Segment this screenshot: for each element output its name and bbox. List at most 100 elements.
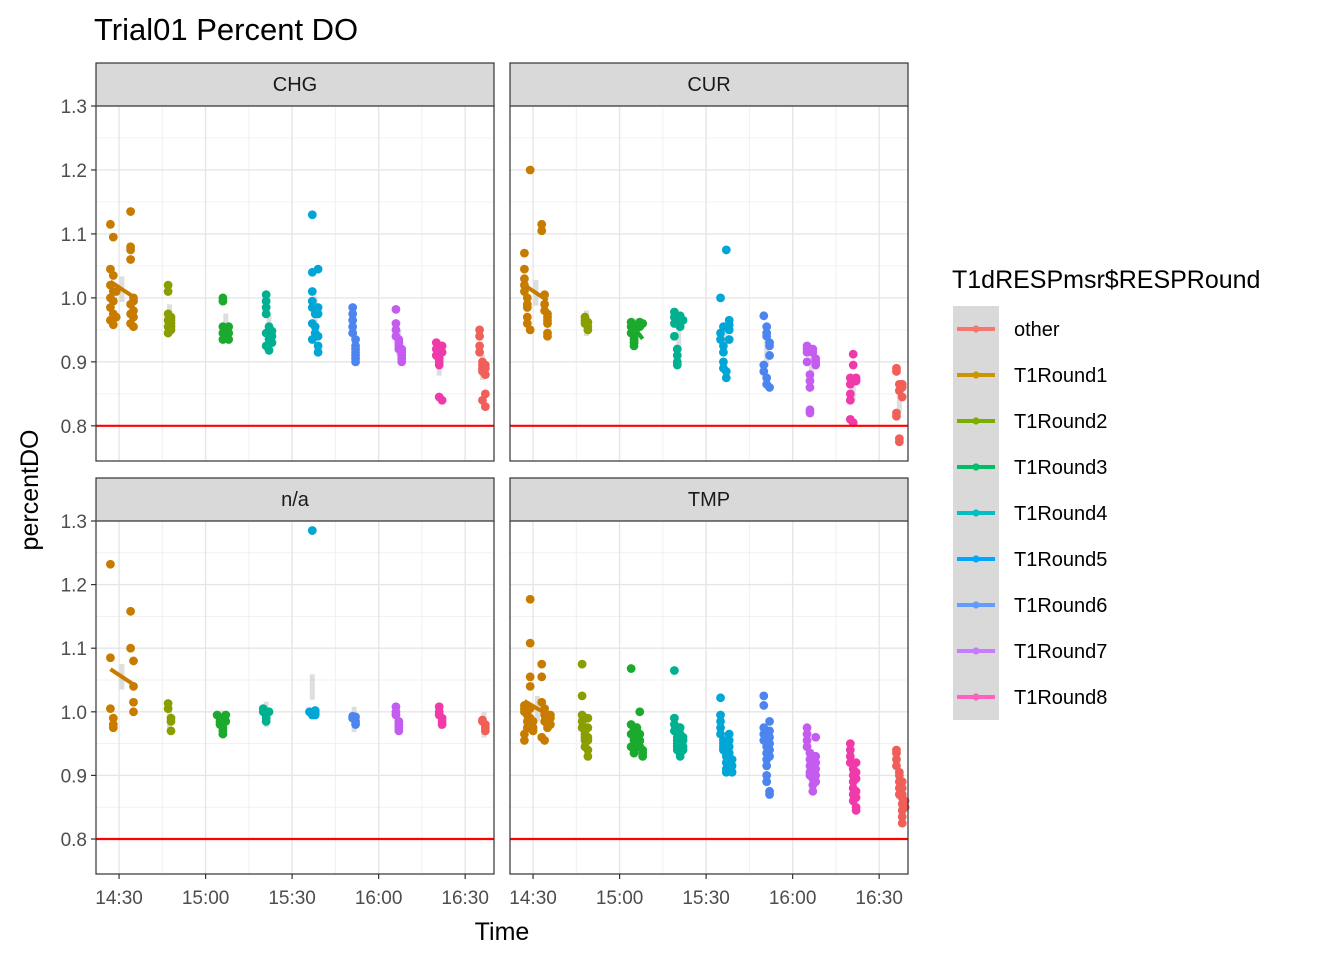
y-tick-label: 0.9 [61, 353, 87, 374]
data-point [762, 761, 772, 771]
facet-panel: CUR [509, 62, 909, 462]
series-T1Round5 [307, 210, 323, 357]
data-point [475, 331, 484, 341]
data-point [540, 736, 550, 745]
data-point [525, 325, 535, 335]
data-point [805, 376, 815, 386]
series-other [478, 712, 490, 738]
legend-label: T1Round2 [1014, 411, 1107, 433]
data-point [261, 303, 271, 312]
plot-title: Trial01 Percent DO [94, 12, 358, 47]
data-point [716, 693, 725, 703]
data-point [313, 331, 323, 341]
data-point [894, 437, 904, 447]
data-point [669, 666, 679, 675]
panel-border [95, 105, 495, 462]
data-point [721, 373, 731, 383]
data-point [126, 245, 136, 255]
data-point [716, 710, 725, 720]
data-point [635, 707, 645, 717]
data-point [313, 303, 323, 312]
legend-item: T1Round7 [953, 628, 1107, 674]
series-other [892, 363, 907, 447]
data-point [727, 767, 737, 777]
data-point [892, 748, 901, 758]
data-point [802, 736, 812, 745]
data-point [267, 331, 277, 341]
data-point [522, 312, 532, 322]
series-T1Round8 [431, 338, 447, 405]
data-point [765, 351, 774, 360]
data-point [851, 767, 861, 777]
data-point [892, 411, 901, 421]
y-tick-label: 1.0 [61, 289, 87, 310]
data-point [166, 716, 176, 726]
data-point [313, 309, 323, 319]
data-point [635, 729, 645, 739]
y-axis-title: percentDO [16, 430, 44, 551]
data-point [221, 716, 231, 726]
data-point [348, 309, 358, 319]
legend-label: T1Round6 [1014, 595, 1107, 617]
data-point [528, 716, 538, 726]
data-point [811, 732, 821, 742]
data-point [716, 293, 725, 303]
x-tick-label: 14:30 [95, 888, 143, 909]
data-point [724, 729, 734, 739]
data-point [851, 805, 861, 815]
data-point [126, 255, 136, 264]
data-point [525, 704, 535, 714]
series-T1Round3 [626, 317, 648, 351]
data-point [765, 716, 774, 726]
panel-background [96, 106, 494, 461]
x-tick-label: 16:00 [769, 888, 817, 909]
data-point [808, 786, 818, 796]
confidence-band [850, 374, 856, 401]
data-point [264, 345, 274, 355]
facet-strip [509, 477, 909, 522]
data-point [759, 311, 769, 321]
series-T1Round8 [434, 702, 447, 729]
x-tick-label: 15:00 [182, 888, 230, 909]
panel-border [509, 520, 909, 875]
y-tick-label: 1.0 [61, 703, 87, 724]
series-T1Round2 [577, 659, 593, 761]
legend-label: other [1014, 319, 1060, 341]
legend-label: T1Round7 [1014, 641, 1107, 663]
legend-item: T1Round2 [953, 398, 1107, 444]
facet-strip-label: CUR [687, 74, 730, 96]
data-point [218, 729, 228, 739]
data-point [525, 594, 535, 604]
series-T1Round5 [305, 526, 320, 720]
data-point [583, 713, 593, 723]
data-point [724, 736, 734, 745]
data-point [638, 319, 648, 328]
data-point [848, 349, 858, 359]
data-point [525, 672, 535, 682]
data-point [267, 338, 277, 348]
data-point [391, 325, 401, 335]
legend-label: T1Round4 [1014, 503, 1107, 525]
facet-panel: n/a 0.8 0.9 1.0 1.1 1.2 1.3 14:30 15:00 15:30 16:0… [61, 477, 495, 909]
data-point [537, 659, 547, 669]
y-tick-label: 0.9 [61, 766, 87, 787]
data-point [437, 720, 447, 729]
data-point [106, 219, 115, 229]
data-point [537, 672, 547, 682]
facet-strip [509, 62, 909, 107]
data-point [762, 777, 772, 787]
data-point [765, 745, 774, 755]
legend-label: T1Round5 [1014, 549, 1107, 571]
series-T1Round5 [716, 693, 737, 777]
data-point [719, 357, 728, 367]
data-point [163, 287, 173, 296]
y-tick-label: 0.8 [61, 417, 87, 438]
data-point [721, 245, 731, 255]
legend-key-point [972, 463, 980, 471]
data-point [313, 341, 323, 351]
data-point [721, 367, 731, 376]
legend-key-point [972, 509, 980, 517]
data-point [675, 723, 685, 733]
facet-strip [95, 477, 495, 522]
data-point [475, 347, 484, 357]
